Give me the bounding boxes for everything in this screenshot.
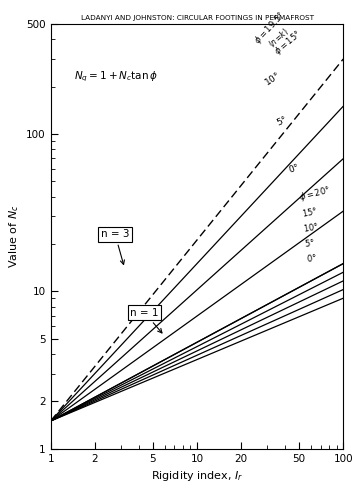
Text: n = 3: n = 3 [101,229,129,265]
Text: $\phi=20°$: $\phi=20°$ [298,184,332,204]
Text: $0°$: $0°$ [305,251,317,264]
Text: $N_q = 1 + N_c \tan \phi$: $N_q = 1 + N_c \tan \phi$ [74,70,158,84]
Text: $5°$: $5°$ [275,113,289,128]
Text: $15°$: $15°$ [301,205,319,219]
Text: $\phi=19.5°$: $\phi=19.5°$ [251,9,288,47]
Text: $10°$: $10°$ [261,69,282,88]
Text: $(n\!=\!k)$: $(n\!=\!k)$ [266,25,291,50]
Text: $5°$: $5°$ [304,237,316,249]
Text: $10°$: $10°$ [302,220,320,234]
Title: LADANYI AND JOHNSTON: CIRCULAR FOOTINGS IN PERMAFROST: LADANYI AND JOHNSTON: CIRCULAR FOOTINGS … [81,15,314,21]
Text: $\phi=15°$: $\phi=15°$ [271,27,304,58]
Y-axis label: Value of $N_c$: Value of $N_c$ [7,204,21,268]
X-axis label: Rigidity index, $I_r$: Rigidity index, $I_r$ [151,469,243,483]
Text: $0°$: $0°$ [286,161,300,174]
Text: n = 1: n = 1 [130,308,162,333]
